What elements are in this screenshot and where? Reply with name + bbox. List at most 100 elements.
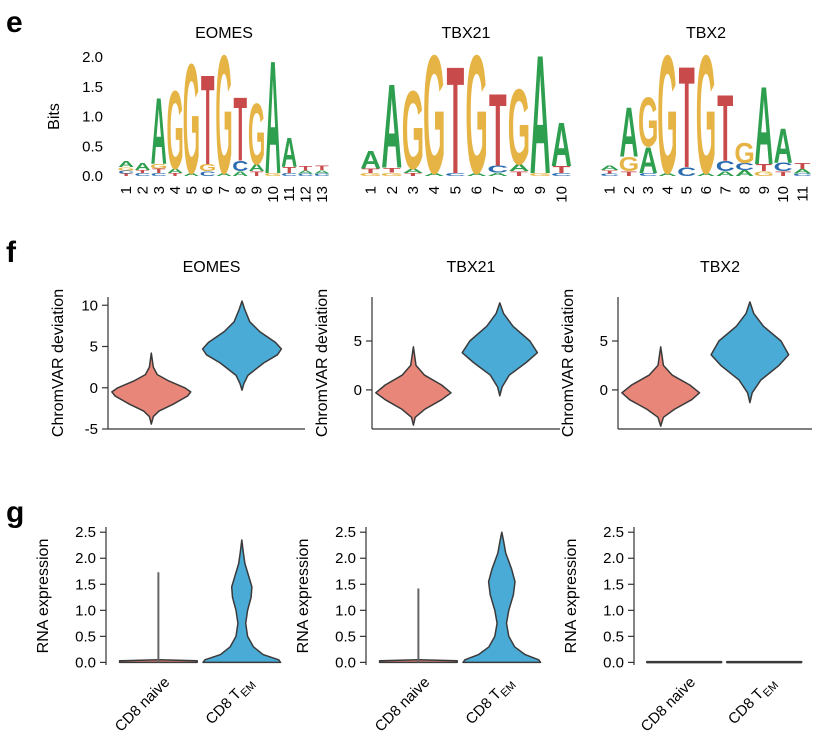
logo-letter-T: T	[447, 35, 465, 206]
logo-position-label: 7	[490, 186, 507, 194]
logo-position-label: 1	[602, 186, 619, 194]
logo-y-tick-label: 2.0	[82, 49, 103, 66]
y-tick-label: 0.5	[603, 628, 624, 645]
logo-letter-A: A	[183, 173, 200, 177]
y-axis-label: ChromVAR deviation	[50, 289, 67, 437]
logo-chart-tbx21: TBX21GTA1GTA2TAG3AG4CT5AG6ACT7TAG8GA9CTA…	[359, 20, 572, 210]
logo-letter-C: C	[487, 163, 508, 174]
logo-letter-G: G	[657, 19, 677, 209]
logo-letter-C: C	[677, 165, 696, 179]
logo-position-label: 9	[249, 186, 266, 194]
violin-cd8-naive	[621, 346, 701, 427]
violin-cd8-naive	[375, 346, 452, 426]
violin-title: EOMES	[183, 259, 241, 276]
logo-letter-T: T	[489, 73, 507, 189]
violin-cd8-tem	[462, 531, 542, 664]
logo-letter-A: A	[281, 131, 297, 177]
violin-chart-3: TBX2 0 5 ChromVAR deviation	[560, 259, 812, 437]
logo-position-label: 12	[298, 186, 315, 203]
logo-letter-C: C	[232, 159, 248, 176]
logo-letter-A: A	[151, 78, 167, 184]
logo-position-label: 7	[717, 186, 734, 194]
y-tick-label: 0.5	[75, 628, 96, 645]
logo-letter-T: T	[794, 162, 810, 171]
logo-position-label: 2	[134, 186, 151, 194]
logo-letter-C: C	[445, 172, 466, 177]
logo-letter-A: A	[754, 65, 773, 189]
violin-title: TBX21	[447, 259, 496, 276]
logo-position-label: 2	[621, 186, 638, 194]
logo-letter-A: A	[466, 172, 487, 177]
logo-letter-A: A	[639, 140, 658, 182]
logo-letter-A: A	[216, 173, 233, 177]
logo-title: TBX21	[442, 25, 491, 42]
logo-letter-G: G	[423, 20, 445, 210]
logo-letter-C: C	[281, 173, 298, 177]
logo-letter-C: C	[735, 162, 754, 173]
logo-letter-T: T	[510, 170, 528, 177]
logo-position-label: 8	[737, 186, 754, 194]
logo-letter-C: C	[716, 158, 735, 175]
y-tick-label: -5	[85, 421, 98, 438]
y-axis-label: RNA expression	[295, 539, 312, 654]
subscript-em: EM	[239, 679, 259, 699]
y-tick-label: 5	[600, 333, 608, 350]
logo-letter-A: A	[509, 162, 530, 173]
logo-letter-A: A	[424, 172, 445, 177]
violin-chart-1: EOMES -5 0 5 10 ChromVAR deviation	[50, 259, 305, 438]
logo-letter-T: T	[621, 170, 637, 177]
logo-letter-G: G	[465, 20, 487, 210]
logo-letter-G: G	[359, 172, 381, 177]
logo-position-label: 10	[265, 186, 282, 203]
logo-position-label: 3	[151, 186, 168, 194]
logo-position-label: 3	[405, 186, 422, 194]
logo-position-label: 13	[314, 186, 331, 203]
logo-letter-T: T	[201, 50, 215, 192]
logo-letter-A: A	[774, 119, 793, 174]
logo-position-label: 10	[775, 186, 792, 203]
y-tick-label: 0	[90, 380, 98, 397]
logo-letter-A: A	[298, 170, 315, 174]
x-category-label: CD8 naive	[112, 674, 174, 736]
panel-letter-f: f	[6, 236, 17, 269]
logo-position-label: 11	[281, 186, 298, 202]
logo-letter-A: A	[487, 172, 508, 178]
logo-letter-A: A	[232, 170, 248, 177]
logo-position-label: 2	[384, 186, 401, 194]
y-tick-label: 0	[354, 382, 362, 399]
logo-letter-T: T	[299, 165, 313, 172]
logo-letter-G: G	[166, 68, 183, 193]
x-category-label: CD8 TEM	[725, 674, 781, 730]
y-tick-label: 1.0	[75, 602, 96, 619]
logo-letter-G: G	[118, 166, 135, 172]
logo-letter-A: A	[619, 94, 638, 172]
violin-chart-2: TBX21 0 5 ChromVAR deviation	[314, 259, 560, 437]
violin-chart-5: 0.0 0.5 1.0 1.5 2.0 2.5 RNA expression CD8 naiv…	[295, 524, 542, 735]
logo-position-label: 11	[794, 186, 811, 202]
logo-y-tick-label: 0.0	[82, 168, 103, 185]
logo-y-tick-label: 1.5	[82, 79, 103, 96]
y-tick-label: 0.0	[75, 654, 96, 671]
logo-letter-C: C	[134, 173, 151, 177]
y-tick-label: 1.5	[75, 576, 96, 593]
logo-letter-G: G	[199, 162, 216, 174]
y-tick-label: 2.0	[75, 550, 96, 567]
logo-position-label: 6	[469, 186, 486, 194]
logo-position-label: 4	[659, 186, 676, 194]
logo-letter-T: T	[404, 172, 422, 177]
logo-letter-T: T	[756, 163, 772, 174]
logo-position-label: 3	[640, 186, 657, 194]
logo-letter-C: C	[551, 172, 572, 177]
logo-letter-G: G	[619, 154, 639, 177]
logo-letter-T: T	[152, 167, 166, 174]
y-tick-label: 1.0	[603, 602, 624, 619]
logo-letter-T: T	[717, 75, 733, 181]
logo-letter-T: T	[679, 38, 695, 199]
logo-letter-T: T	[315, 164, 329, 171]
logo-letter-A: A	[530, 20, 551, 210]
logo-letter-A: A	[551, 111, 572, 180]
violin-cd8-tem	[726, 660, 803, 664]
logo-letter-A: A	[658, 172, 678, 177]
logo-letter-A: A	[265, 29, 281, 208]
logo-y-tick-label: 0.5	[82, 138, 103, 155]
